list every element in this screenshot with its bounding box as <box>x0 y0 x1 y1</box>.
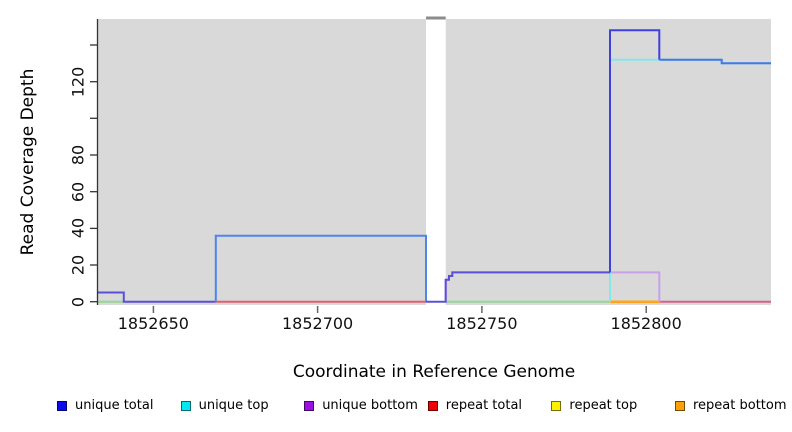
legend-item-repeat-bottom: repeat bottom <box>675 398 787 413</box>
legend-swatch <box>57 400 67 411</box>
gap-band <box>426 19 446 305</box>
legend-label: unique bottom <box>322 398 418 413</box>
coverage-segment <box>97 291 216 303</box>
x-tick-label: 1852800 <box>610 314 682 333</box>
legend-item-unique-total: unique total <box>57 398 153 413</box>
legend-item-unique-bottom: unique bottom <box>304 398 418 413</box>
legend-item-unique-top: unique top <box>180 398 269 413</box>
coverage-segment <box>214 234 427 302</box>
x-tick-label: 1852700 <box>281 314 354 333</box>
legend-item-repeat-total: repeat total <box>427 398 523 413</box>
legend-swatch <box>180 400 191 411</box>
x-tick-label: 1852750 <box>446 314 518 333</box>
legend-swatch <box>551 400 562 411</box>
y-axis-title: Read Coverage Depth <box>18 68 38 256</box>
coverage-segment <box>426 271 610 303</box>
legend-swatch <box>675 400 685 411</box>
legend-swatch <box>427 400 438 411</box>
x-axis-title: Coordinate in Reference Genome <box>292 362 576 382</box>
legend-label: repeat bottom <box>693 398 787 413</box>
legend-label: unique total <box>75 398 154 413</box>
legend-label: repeat total <box>445 398 523 413</box>
gap-cap <box>426 16 446 20</box>
y-tick-label: 120 <box>68 66 88 97</box>
coverage-segment <box>659 58 771 65</box>
y-tick-label: 20 <box>68 254 88 276</box>
legend-swatch <box>304 400 315 411</box>
coverage-segment <box>609 29 661 273</box>
y-tick-label: 0 <box>68 296 88 307</box>
legend-item-repeat-top: repeat top <box>551 398 637 413</box>
legend-label: unique top <box>198 398 269 413</box>
x-tick-label: 1852650 <box>117 314 189 333</box>
y-tick-label: 80 <box>68 144 88 166</box>
y-tick-label: 60 <box>68 181 88 202</box>
legend-label: repeat top <box>569 398 638 413</box>
y-tick-label: 40 <box>68 218 88 239</box>
